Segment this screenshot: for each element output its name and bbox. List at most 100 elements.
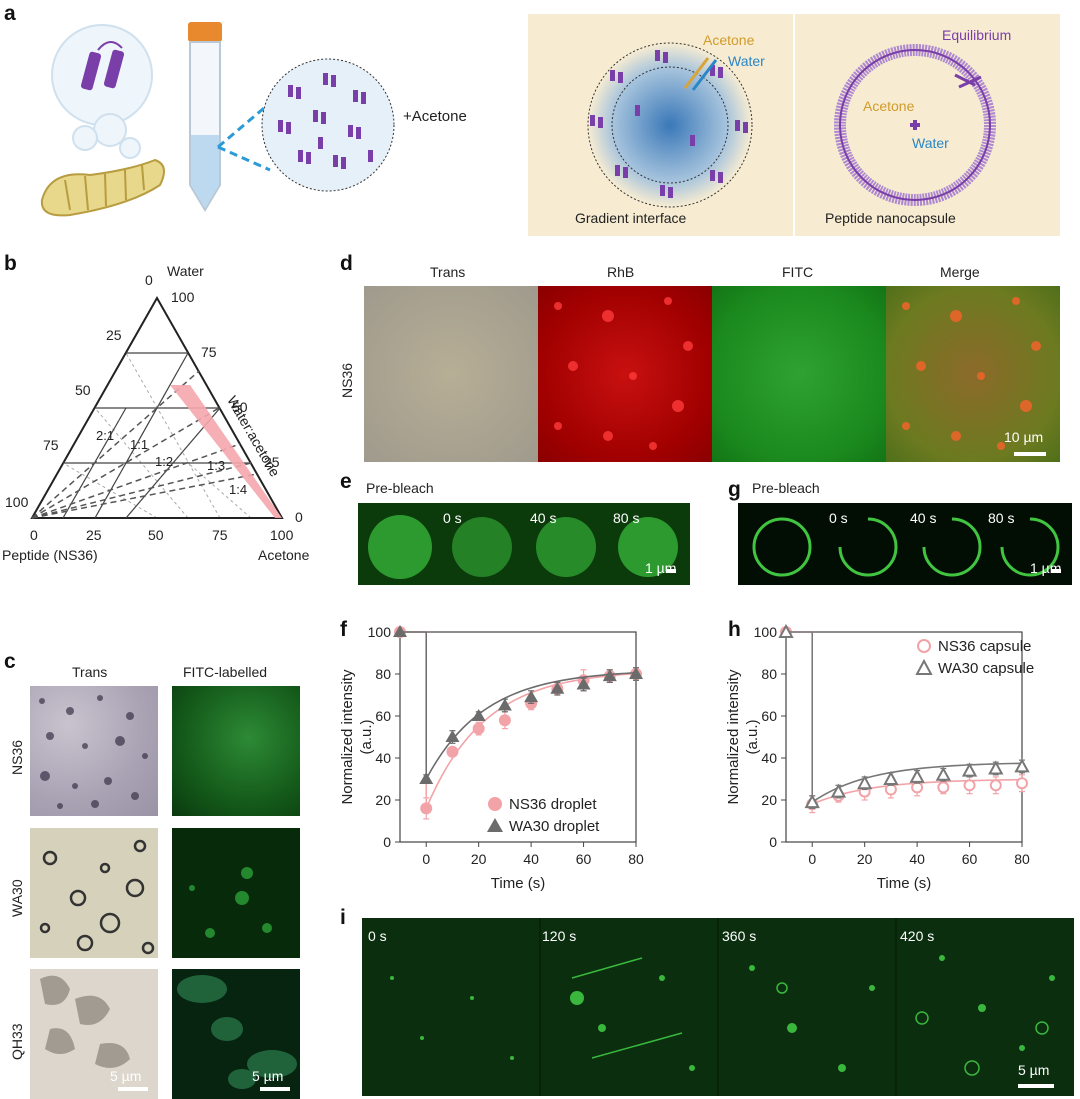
i-time-0: 0 s (368, 928, 387, 944)
acetone-label-gradient: Acetone (703, 32, 755, 48)
ternary-bottom-tick-50: 50 (148, 527, 164, 543)
x-tick-label: 40 (523, 851, 539, 867)
data-point (988, 760, 1004, 775)
panel-label-h: h (728, 618, 741, 641)
micrograph-d-rhb (538, 286, 712, 462)
equilibrium-label: Equilibrium (942, 27, 1012, 43)
plot-frame (399, 631, 637, 843)
acetone-label-capsule: Acetone (863, 98, 915, 114)
panel-label-f: f (340, 618, 347, 641)
ternary-right-tick-75: 75 (201, 344, 217, 360)
y-tick-label: 20 (761, 792, 777, 808)
fit-curve-wa30-droplet (425, 671, 637, 780)
data-point (419, 772, 434, 784)
data-point (497, 698, 512, 711)
panel-label-c: c (4, 650, 16, 673)
scale-bar-g (1051, 569, 1061, 573)
test-tube-illustration (188, 22, 222, 212)
micrograph-trans-qh33: 5 µm (30, 969, 158, 1099)
frap-capsule-strip (738, 503, 1072, 585)
d-col-trans: Trans (430, 264, 466, 280)
y-axis-label: Normalized intensity (a.u.) (725, 669, 761, 805)
x-tick-label: 60 (962, 851, 978, 867)
data-point (420, 802, 433, 815)
ternary-bottom-tick-25: 25 (86, 527, 102, 543)
micrograph-fitc-ns36 (172, 686, 300, 816)
x-tick-label: 80 (628, 851, 644, 867)
data-point (629, 667, 643, 679)
data-point (937, 781, 950, 794)
data-point (963, 779, 976, 792)
ternary-left-tick-50: 50 (75, 382, 91, 398)
micrograph-d-merge: 10 µm (886, 286, 1060, 462)
data-point (498, 714, 511, 727)
gradient-interface-diagram (587, 42, 753, 208)
ternary-bottom-tick-0: 0 (30, 527, 38, 543)
ternary-phase-diagram (30, 295, 284, 519)
row-label-qh33: QH33 (9, 1023, 25, 1060)
ternary-left-tick-75: 75 (43, 437, 59, 453)
scale-bar-c-fitc (260, 1087, 290, 1091)
y-tick-label: 0 (383, 834, 391, 850)
d-col-rhb: RhB (607, 264, 635, 280)
data-point (550, 681, 565, 694)
ternary-right-tick-50: 50 (232, 399, 248, 415)
x-tick-label: 40 (909, 851, 925, 867)
scale-bar-label-c-fitc: 5 µm (252, 1068, 284, 1084)
ternary-left-tick-0: 0 (145, 272, 153, 288)
panel-label-i: i (340, 906, 346, 929)
row-label-wa30: WA30 (9, 879, 25, 917)
zoom-lines (217, 101, 271, 172)
y-tick-label: 100 (754, 624, 778, 640)
ternary-apex-acetone: Acetone (258, 547, 310, 563)
data-point (989, 779, 1002, 792)
nanocapsule-caption: Peptide nanocapsule (825, 210, 956, 226)
panel-label-d: d (340, 252, 353, 275)
peptide-solution-circle (261, 58, 395, 192)
i-time-420: 420 s (900, 928, 935, 944)
legend-label: NS36 capsule (938, 638, 1031, 655)
x-tick-label: 0 (422, 851, 430, 867)
ternary-right-tick-100: 100 (171, 289, 195, 305)
x-tick-label: 20 (471, 851, 487, 867)
panel-label-b: b (4, 252, 17, 275)
g-time-40: 40 s (910, 510, 937, 526)
d-col-fitc: FITC (782, 264, 814, 280)
silkworm-illustration (40, 24, 165, 217)
x-axis-label: Time (s) (491, 875, 545, 892)
micrograph-trans-ns36 (30, 686, 158, 816)
y-axis-label: Normalized intensity (a.u.) (339, 669, 375, 805)
d-col-merge: Merge (940, 264, 980, 280)
data-point (909, 768, 925, 783)
e-prebleach-label: Pre-bleach (366, 480, 434, 496)
g-time-80: 80 s (988, 510, 1015, 526)
micrograph-fitc-wa30 (172, 828, 300, 958)
col-header-trans: Trans (72, 664, 108, 680)
ratio-2-1: 2:1 (96, 428, 115, 443)
legend-label: WA30 capsule (938, 660, 1034, 677)
scale-bar-i (1018, 1084, 1054, 1088)
i-time-360: 360 s (722, 928, 757, 944)
data-point (884, 783, 897, 796)
ratio-1-2: 1:2 (155, 454, 174, 469)
legend-marker (915, 658, 933, 675)
ratio-1-3: 1:3 (207, 458, 226, 473)
data-point (830, 783, 847, 798)
y-tick-label: 100 (368, 624, 392, 640)
scale-bar-label-d: 10 µm (1004, 429, 1044, 445)
data-point (472, 722, 485, 735)
scale-bar-e (666, 569, 676, 573)
d-row-ns36: NS36 (339, 362, 355, 398)
row-label-ns36: NS36 (9, 739, 25, 775)
x-tick-label: 80 (1014, 851, 1030, 867)
scale-bar-c (118, 1087, 148, 1091)
schematic-divider (793, 14, 795, 236)
panel-label-a: a (4, 2, 16, 25)
y-tick-label: 40 (761, 750, 777, 766)
scale-bar-label-g: 1 µm (1030, 560, 1062, 576)
y-tick-label: 80 (761, 666, 777, 682)
plot-frame (785, 631, 1023, 843)
legend-marker (488, 797, 502, 811)
ratio-1-1: 1:1 (130, 437, 149, 452)
g-time-0: 0 s (829, 510, 848, 526)
